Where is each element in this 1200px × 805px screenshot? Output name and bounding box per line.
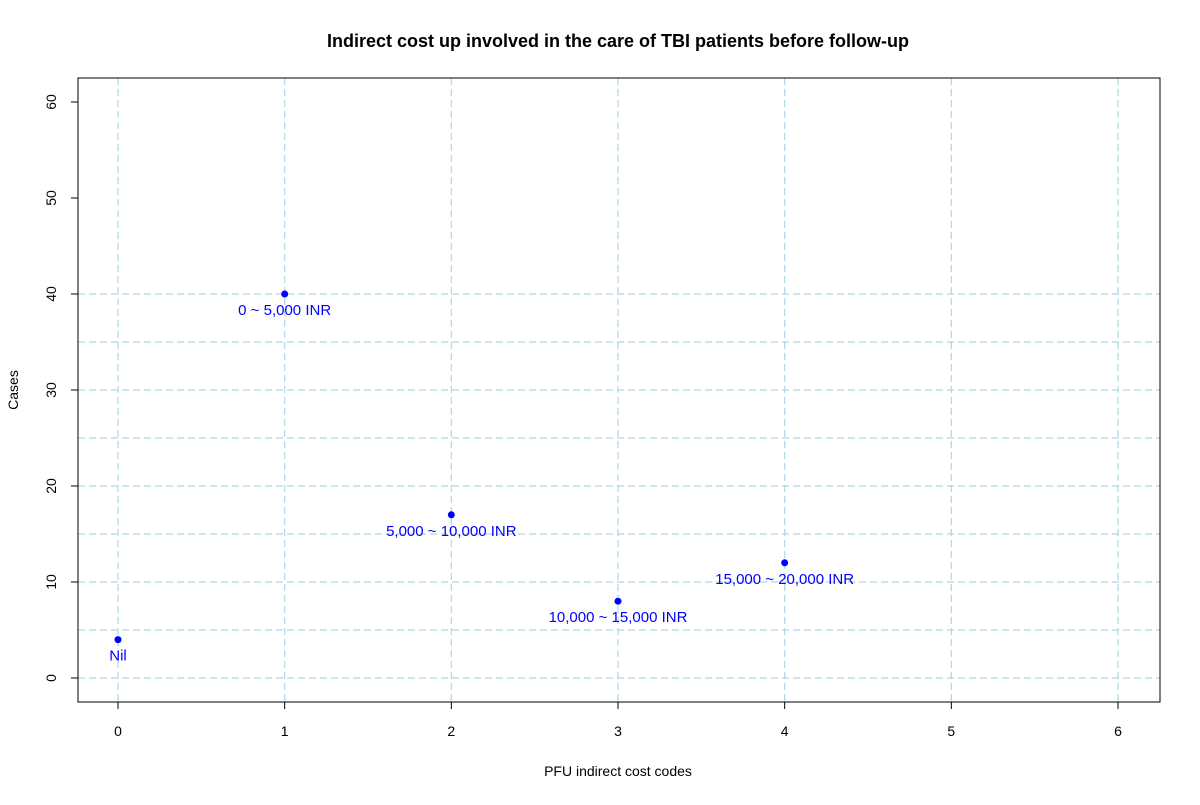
data-label: 5,000 ~ 10,000 INR: [386, 523, 517, 540]
data-label: Nil: [109, 648, 127, 665]
grid-lines: [78, 78, 1160, 702]
data-label: 0 ~ 5,000 INR: [238, 302, 331, 319]
x-tick-label: 5: [947, 723, 955, 739]
chart-title: Indirect cost up involved in the care of…: [327, 31, 909, 51]
x-tick-label: 0: [114, 723, 122, 739]
x-tick-label: 2: [447, 723, 455, 739]
y-tick-label: 60: [43, 94, 59, 110]
x-tick-label: 1: [281, 723, 289, 739]
x-tick-label: 6: [1114, 723, 1122, 739]
y-tick-label: 0: [43, 674, 59, 682]
y-tick-label: 20: [43, 478, 59, 494]
x-tick-label: 3: [614, 723, 622, 739]
data-point: [447, 511, 455, 519]
data-label: 15,000 ~ 20,000 INR: [715, 571, 854, 588]
data-points: [114, 290, 789, 644]
x-axis-label: PFU indirect cost codes: [544, 763, 692, 779]
y-tick-label: 40: [43, 286, 59, 302]
data-point: [781, 559, 789, 567]
y-tick-label: 50: [43, 190, 59, 206]
x-tick-label: 4: [781, 723, 789, 739]
data-point: [614, 597, 622, 605]
y-tick-label: 30: [43, 382, 59, 398]
data-label: 10,000 ~ 15,000 INR: [549, 609, 688, 626]
data-labels: Nil 0 ~ 5,000 INR 5,000 ~ 10,000 INR 10,000…: [109, 302, 854, 665]
y-axis-label: Cases: [5, 370, 21, 410]
data-point: [281, 290, 289, 298]
data-point: [114, 636, 122, 644]
y-tick-label: 10: [43, 574, 59, 590]
